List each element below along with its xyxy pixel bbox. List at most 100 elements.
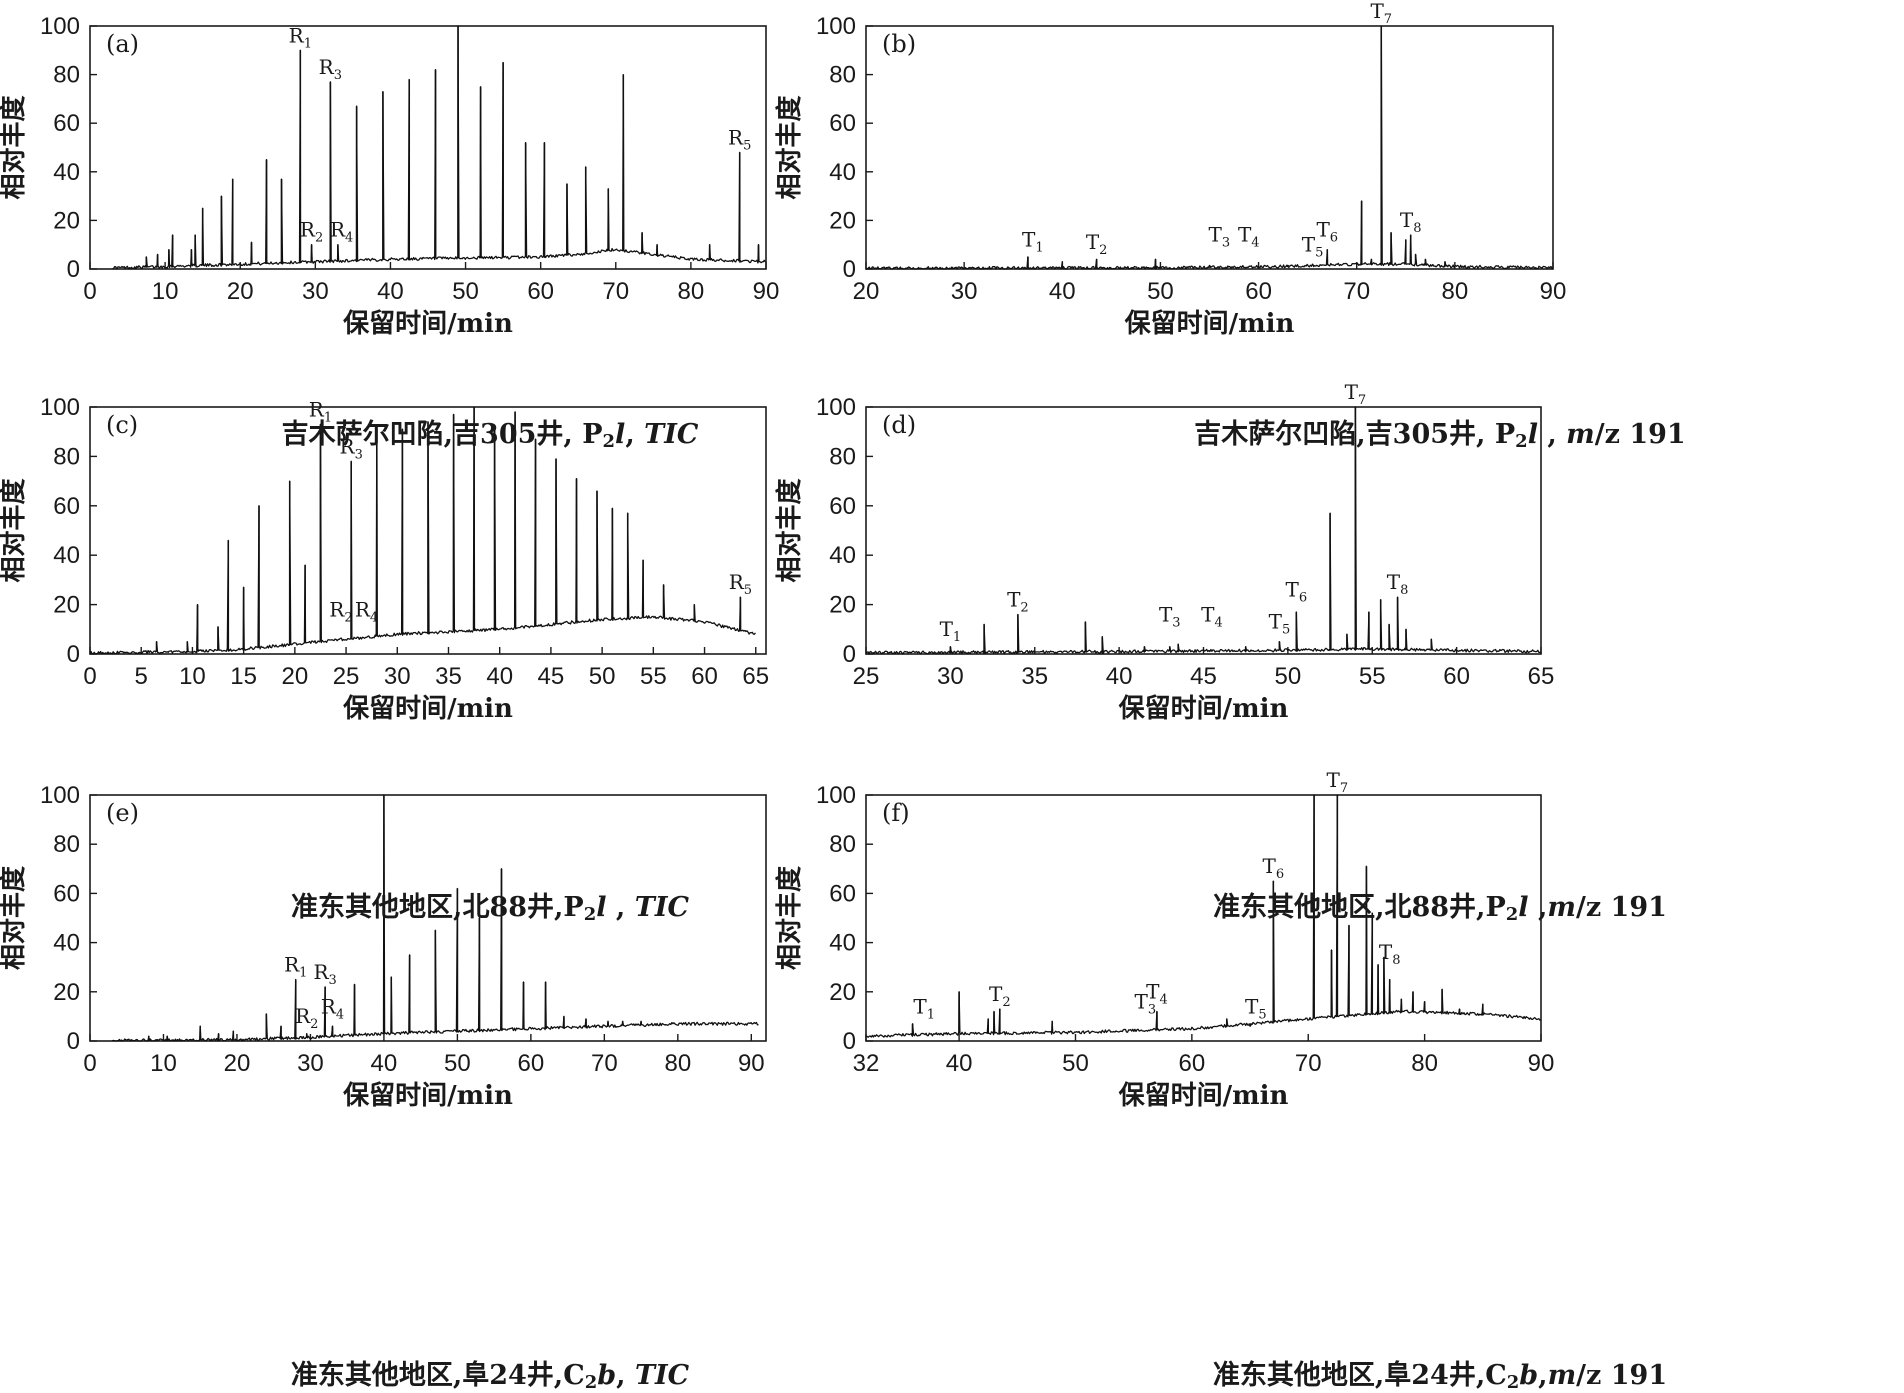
caption-b: 吉木萨尔凹陷,吉305井, P2l , m/z 191: [1194, 419, 1686, 452]
y-tick-label: 100: [816, 394, 856, 421]
y-tick-label: 80: [829, 443, 856, 470]
x-axis-label: 保留时间/min: [1118, 1081, 1289, 1111]
plot-frame: [89, 406, 767, 655]
peak-label: T2: [1007, 587, 1029, 615]
caption-d: 准东其他地区,北88井,P2l ,m/z 191: [1213, 892, 1667, 925]
peak-label: T5: [1245, 994, 1267, 1022]
y-tick-label: 40: [53, 542, 80, 569]
x-tick-label: 15: [230, 663, 257, 690]
x-tick-label: 5: [135, 663, 148, 690]
y-tick-label: 60: [53, 110, 80, 137]
x-tick-label: 50: [1147, 278, 1174, 305]
panel-label: (c): [106, 411, 138, 439]
peak-label: T2: [989, 982, 1011, 1010]
peak-label: T8: [1379, 940, 1401, 968]
x-tick-label: 30: [937, 663, 964, 690]
panel-b: 20 30 40 50 60 70 80 90020406080100相对丰度保留时间/min…: [774, 0, 1566, 339]
y-tick-label: 80: [829, 62, 856, 89]
y-tick-label: 0: [843, 256, 856, 283]
x-tick-label: 80: [678, 278, 705, 305]
x-tick-label: 70: [1343, 278, 1370, 305]
x-tick-label: 50: [444, 1050, 471, 1077]
peak-label: T7: [1370, 0, 1392, 27]
x-axis-label: 保留时间/min: [1118, 694, 1289, 724]
x-tick-label: 70: [602, 278, 629, 305]
peak-label: T8: [1387, 570, 1409, 598]
y-axis-label: 相对丰度: [774, 866, 805, 970]
x-tick-label: 55: [1359, 663, 1386, 690]
peak-label: T7: [1327, 768, 1349, 796]
x-tick-label: 50: [1275, 663, 1302, 690]
peak-label: T1: [913, 994, 935, 1022]
caption-f: 准东其他地区,阜24井,C2b,m/z 191: [1212, 1360, 1668, 1393]
peak-label: R3: [313, 960, 336, 988]
peak-label: R3: [319, 55, 342, 83]
y-tick-label: 100: [40, 394, 80, 421]
y-tick-label: 40: [829, 159, 856, 186]
y-tick-label: 20: [829, 979, 856, 1006]
peak-label: R5: [728, 125, 751, 153]
x-tick-label: 10: [150, 1050, 177, 1077]
caption-c: 准东其他地区,北88井,P2l , TIC: [291, 892, 689, 925]
panel-label: (f): [882, 799, 910, 827]
x-tick-label: 80: [1411, 1050, 1438, 1077]
peak-label: T3: [1159, 602, 1181, 630]
x-tick-label: 25: [853, 663, 880, 690]
peak-label: R1: [289, 23, 312, 51]
x-tick-label: 80: [664, 1050, 691, 1077]
x-tick-label: 30: [384, 663, 411, 690]
x-tick-label: 60: [1179, 1050, 1206, 1077]
y-axis-label: 相对丰度: [774, 478, 805, 582]
y-tick-label: 80: [829, 831, 856, 858]
y-tick-label: 40: [829, 542, 856, 569]
peak-label: T2: [1086, 230, 1108, 258]
chromatogram-trace: [111, 794, 759, 1042]
x-tick-label: 60: [527, 278, 554, 305]
plot-frame: [865, 25, 1554, 270]
peak-label: T7: [1345, 380, 1367, 408]
y-axis-label: 相对丰度: [0, 95, 29, 199]
peak-label: T1: [1022, 227, 1044, 255]
chromatogram-trace: [112, 25, 766, 270]
peak-label: T6: [1316, 218, 1338, 246]
peak-label: T6: [1263, 854, 1285, 882]
y-tick-label: 0: [67, 256, 80, 283]
peak-label: R4: [321, 994, 344, 1022]
panel-label: (e): [106, 799, 139, 827]
plot-frame: [89, 25, 767, 270]
chromatogram-trace: [89, 406, 756, 655]
y-tick-label: 60: [829, 110, 856, 137]
peak-label: R4: [355, 597, 378, 625]
y-axis-label: 相对丰度: [774, 95, 805, 199]
y-axis-label: 相对丰度: [0, 866, 29, 970]
y-tick-label: 0: [67, 1028, 80, 1055]
x-tick-label: 20: [224, 1050, 251, 1077]
x-tick-label: 35: [435, 663, 462, 690]
x-tick-label: 30: [951, 278, 978, 305]
x-tick-label: 30: [302, 278, 329, 305]
y-tick-label: 20: [829, 207, 856, 234]
y-tick-label: 60: [53, 493, 80, 520]
x-tick-label: 70: [591, 1050, 618, 1077]
y-tick-label: 80: [53, 62, 80, 89]
x-tick-label: 45: [1190, 663, 1217, 690]
x-tick-label: 32: [853, 1050, 880, 1077]
x-tick-label: 20: [853, 278, 880, 305]
y-tick-label: 20: [829, 592, 856, 619]
peak-label: T4: [1146, 980, 1168, 1008]
plot-frame: [89, 794, 767, 1042]
peak-label: R2: [300, 218, 323, 246]
x-tick-label: 65: [742, 663, 769, 690]
peak-label: R2: [295, 1004, 318, 1032]
y-tick-label: 0: [67, 641, 80, 668]
x-tick-label: 55: [640, 663, 667, 690]
x-tick-label: 50: [1062, 1050, 1089, 1077]
panel-c: 0 5 10 15 20 25 30 35 40 45 50 55 60 65 0 20 40 60 80 100 相对…: [0, 394, 769, 724]
x-tick-label: 65: [1528, 663, 1555, 690]
plot-frame: [865, 794, 1542, 1042]
x-tick-label: 25: [333, 663, 360, 690]
x-tick-label: 40: [377, 278, 404, 305]
y-tick-label: 60: [53, 880, 80, 907]
y-tick-label: 20: [53, 979, 80, 1006]
y-tick-label: 20: [53, 592, 80, 619]
